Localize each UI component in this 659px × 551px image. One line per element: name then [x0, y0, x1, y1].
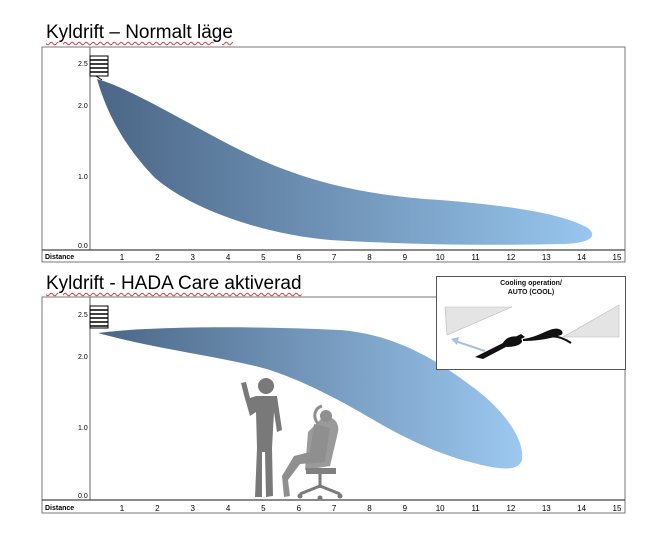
x-tick: 15 [613, 253, 622, 262]
x-tick: 11 [471, 253, 480, 262]
x-axis-label: Distance [45, 254, 74, 261]
x-tick: 13 [542, 253, 551, 262]
airflow-plume-hada [98, 327, 523, 469]
x-tick: 2 [155, 253, 160, 262]
x-tick: 11 [471, 504, 480, 513]
airflow-arrow-icon [454, 340, 486, 352]
y-tick: 2.0 [78, 354, 88, 361]
standing-person-icon [241, 378, 282, 497]
inset-title-line-2: AUTO (COOL) [507, 289, 555, 296]
y-tick: 2.5 [78, 61, 88, 68]
x-tick: 5 [261, 253, 266, 262]
x-tick: 3 [190, 253, 195, 262]
x-tick: 4 [226, 253, 231, 262]
x-tick: 1 [120, 504, 125, 513]
airflow-plume-normal [97, 79, 593, 245]
air-conditioner-icon [89, 55, 109, 81]
x-tick: 9 [403, 504, 408, 513]
x-tick: 6 [297, 253, 302, 262]
y-tick: 2.5 [78, 312, 88, 319]
x-tick: 2 [155, 504, 160, 513]
x-axis-label: Distance [45, 505, 74, 512]
y-tick: 0.0 [78, 243, 88, 250]
x-tick: 5 [261, 504, 266, 513]
x-tick: 10 [436, 504, 445, 513]
y-tick: 1.0 [78, 425, 88, 432]
x-tick: 9 [403, 253, 408, 262]
x-tick: 13 [542, 504, 551, 513]
x-tick: 7 [332, 504, 337, 513]
inset-title: Cooling operation/ AUTO (COOL) [437, 279, 625, 297]
x-tick: 12 [506, 253, 515, 262]
x-tick: 10 [436, 253, 445, 262]
y-tick: 2.0 [78, 103, 88, 110]
x-tick: 15 [613, 504, 622, 513]
x-tick: 14 [577, 253, 586, 262]
inset-title-line-1: Cooling operation/ [500, 280, 562, 287]
x-tick: 12 [506, 504, 515, 513]
cooling-operation-inset: Cooling operation/ AUTO (COOL) [436, 276, 626, 370]
x-tick: 1 [120, 253, 125, 262]
air-conditioner-icon [89, 305, 109, 329]
panel-1-title: Kyldrift – Normalt läge [46, 22, 233, 43]
x-tick: 3 [190, 504, 195, 513]
y-tick: 1.0 [78, 174, 88, 181]
x-tick: 8 [367, 253, 372, 262]
x-tick: 4 [226, 504, 231, 513]
seated-person-icon [282, 404, 343, 501]
y-tick: 0.0 [78, 493, 88, 500]
panel-2-title: Kyldrift - HADA Care aktiverad [46, 273, 302, 294]
x-tick: 14 [577, 504, 586, 513]
x-tick: 7 [332, 253, 337, 262]
louver-diagram [444, 304, 620, 359]
x-tick: 6 [297, 504, 302, 513]
x-tick: 8 [367, 504, 372, 513]
